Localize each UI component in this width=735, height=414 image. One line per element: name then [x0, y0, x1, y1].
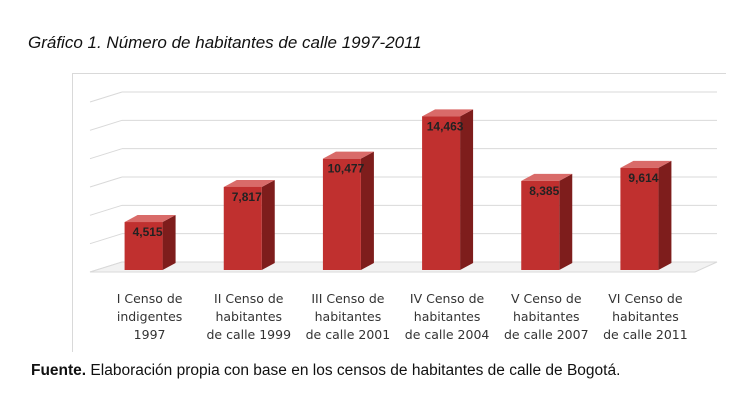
category-label: habitantes: [414, 309, 481, 324]
gridline-side: [89, 233, 123, 245]
bar-side: [559, 173, 573, 270]
source-text: Elaboración propia con base en los censo…: [86, 362, 621, 379]
bar: [620, 167, 659, 270]
data-label: 8,385: [529, 184, 559, 198]
gridline-side: [89, 176, 123, 188]
bar-side: [360, 151, 374, 270]
bar: [223, 186, 262, 270]
bar-top: [124, 215, 176, 223]
category-label: habitantes: [513, 309, 580, 324]
bar-top: [521, 173, 573, 181]
category-label: indigentes: [117, 309, 182, 324]
gridline-side: [89, 148, 123, 160]
data-label: 9,614: [628, 171, 658, 185]
category-label: V Censo de: [511, 291, 582, 306]
bar-top: [223, 179, 275, 187]
category-label: II Censo de: [214, 291, 284, 306]
gridline-side: [89, 204, 123, 216]
gridline-side: [89, 119, 123, 131]
category-label: habitantes: [612, 309, 679, 324]
bar-top: [620, 160, 672, 168]
bar: [422, 116, 461, 270]
data-label: 10,477: [328, 162, 365, 176]
category-label: 1997: [134, 327, 166, 342]
data-label: 4,515: [133, 225, 163, 239]
category-label: de calle 2007: [504, 327, 589, 342]
category-label: habitantes: [215, 309, 282, 324]
gridline-side: [89, 91, 123, 103]
bar-chart: 4,515 I Censo de indigentes 1997 7,817 II Cen…: [89, 91, 718, 342]
bar-side: [261, 179, 275, 270]
category-label: de calle 2001: [306, 327, 391, 342]
category-label: III Censo de: [311, 291, 384, 306]
category-label: de calle 2011: [603, 327, 688, 342]
chart-title: Gráfico 1. Número de habitantes de calle…: [28, 33, 422, 52]
data-label: 14,463: [427, 119, 464, 133]
source-label: Fuente.: [31, 362, 87, 379]
category-label: IV Censo de: [410, 291, 485, 306]
bar-top: [422, 109, 474, 117]
bar-side: [460, 109, 474, 270]
bar: [322, 158, 361, 270]
bar-side: [162, 215, 176, 270]
chart-frame: [72, 73, 726, 352]
category-label: de calle 1999: [206, 327, 291, 342]
bar-side: [658, 160, 672, 270]
bar-top: [322, 151, 374, 159]
category-label: habitantes: [315, 309, 382, 324]
category-label: I Censo de: [117, 291, 183, 306]
category-label: VI Censo de: [608, 291, 683, 306]
bar: [521, 180, 560, 270]
category-label: de calle 2004: [405, 327, 490, 342]
data-label: 7,817: [232, 190, 262, 204]
source-note: Fuente. Elaboración propia con base en l…: [31, 362, 620, 380]
bar: [124, 222, 163, 270]
